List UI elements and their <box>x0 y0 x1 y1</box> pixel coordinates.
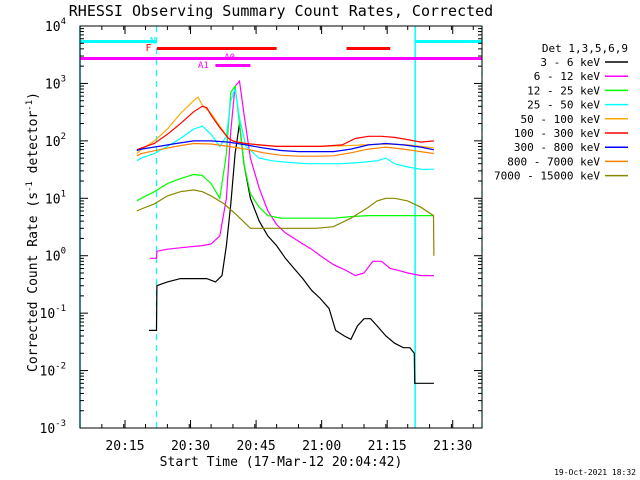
saa-flag-label: F <box>146 43 152 54</box>
plot-frame <box>79 25 483 429</box>
y-axis-label-sup1: -1 <box>25 181 35 192</box>
series-line-5 <box>136 105 434 151</box>
a1-flag-label: A1 <box>198 61 209 71</box>
legend-title: Det 1,3,5,6,9 <box>542 42 628 55</box>
y-tick-label-4: 101 <box>45 189 66 207</box>
legend-label-2: 12 - 25 keV <box>527 84 600 97</box>
legend-label-8: 7000 - 15000 keV <box>494 170 600 183</box>
y-axis: 10-3 10-2 10-1 100 101 102 103 104 <box>40 17 482 437</box>
footer-timestamp: 19-Oct-2021 18:32 <box>554 468 636 477</box>
saa-flag-bar-0 <box>156 47 277 50</box>
legend-label-4: 50 - 100 keV <box>521 113 601 126</box>
legend-label-5: 100 - 300 keV <box>514 127 600 140</box>
series-line-3 <box>136 88 434 170</box>
y-axis-label-sup2: -1 <box>25 100 35 111</box>
x-tick-label-0: 20:15 <box>105 439 144 454</box>
night-flag-bar-0 <box>80 40 157 43</box>
y-tick-label-2: 10-1 <box>40 304 67 322</box>
y-tick-label-7: 104 <box>45 17 66 35</box>
a0-flag-label: A0 <box>224 53 235 63</box>
x-axis-label: Start Time (17-Mar-12 20:04:42) <box>160 455 403 470</box>
legend-label-6: 300 - 800 keV <box>514 141 600 154</box>
y-tick-label-0: 10-3 <box>40 419 67 437</box>
y-tick-label-3: 100 <box>45 247 66 265</box>
chart-title: RHESSI Observing Summary Count Rates, Co… <box>69 2 493 20</box>
x-tick-label-3: 21:00 <box>302 439 341 454</box>
y-tick-label-6: 103 <box>45 74 66 92</box>
x-tick-label-2: 20:45 <box>237 439 276 454</box>
night-flag-bar-1 <box>415 40 482 43</box>
x-axis: 20:15 20:30 20:45 21:00 21:15 21:30 <box>79 26 474 454</box>
series-line-7 <box>136 142 434 157</box>
y-axis-label-main: Corrected Count Rate (s <box>26 192 41 372</box>
x-tick-label-5: 21:30 <box>433 439 472 454</box>
y-axis-label-end: ) <box>26 92 41 100</box>
series-line-8 <box>136 189 435 256</box>
series-line-0 <box>149 123 434 384</box>
legend-label-0: 3 - 6 keV <box>540 56 600 69</box>
attenuator-flag-bar <box>80 57 482 60</box>
series-line-1 <box>149 79 434 277</box>
x-tick-label-4: 21:15 <box>368 439 407 454</box>
y-axis-label-mid: detector <box>26 111 41 182</box>
series-line-6 <box>136 140 435 153</box>
x-tick-label-1: 20:30 <box>171 439 210 454</box>
y-axis-label: Corrected Count Rate (s-1 detector-1) <box>25 92 41 372</box>
legend-label-7: 800 - 7000 keV <box>507 155 600 168</box>
night-flag-label: N <box>150 36 156 47</box>
saa-flag-bar-1 <box>346 47 391 50</box>
a1-flag-bar <box>215 64 251 67</box>
legend-label-1: 6 - 12 keV <box>534 70 601 83</box>
legend-label-3: 25 - 50 keV <box>527 99 600 112</box>
series-group <box>136 79 435 384</box>
y-tick-label-1: 10-2 <box>40 362 67 380</box>
y-tick-label-5: 102 <box>45 132 66 150</box>
series-line-2 <box>136 84 434 219</box>
